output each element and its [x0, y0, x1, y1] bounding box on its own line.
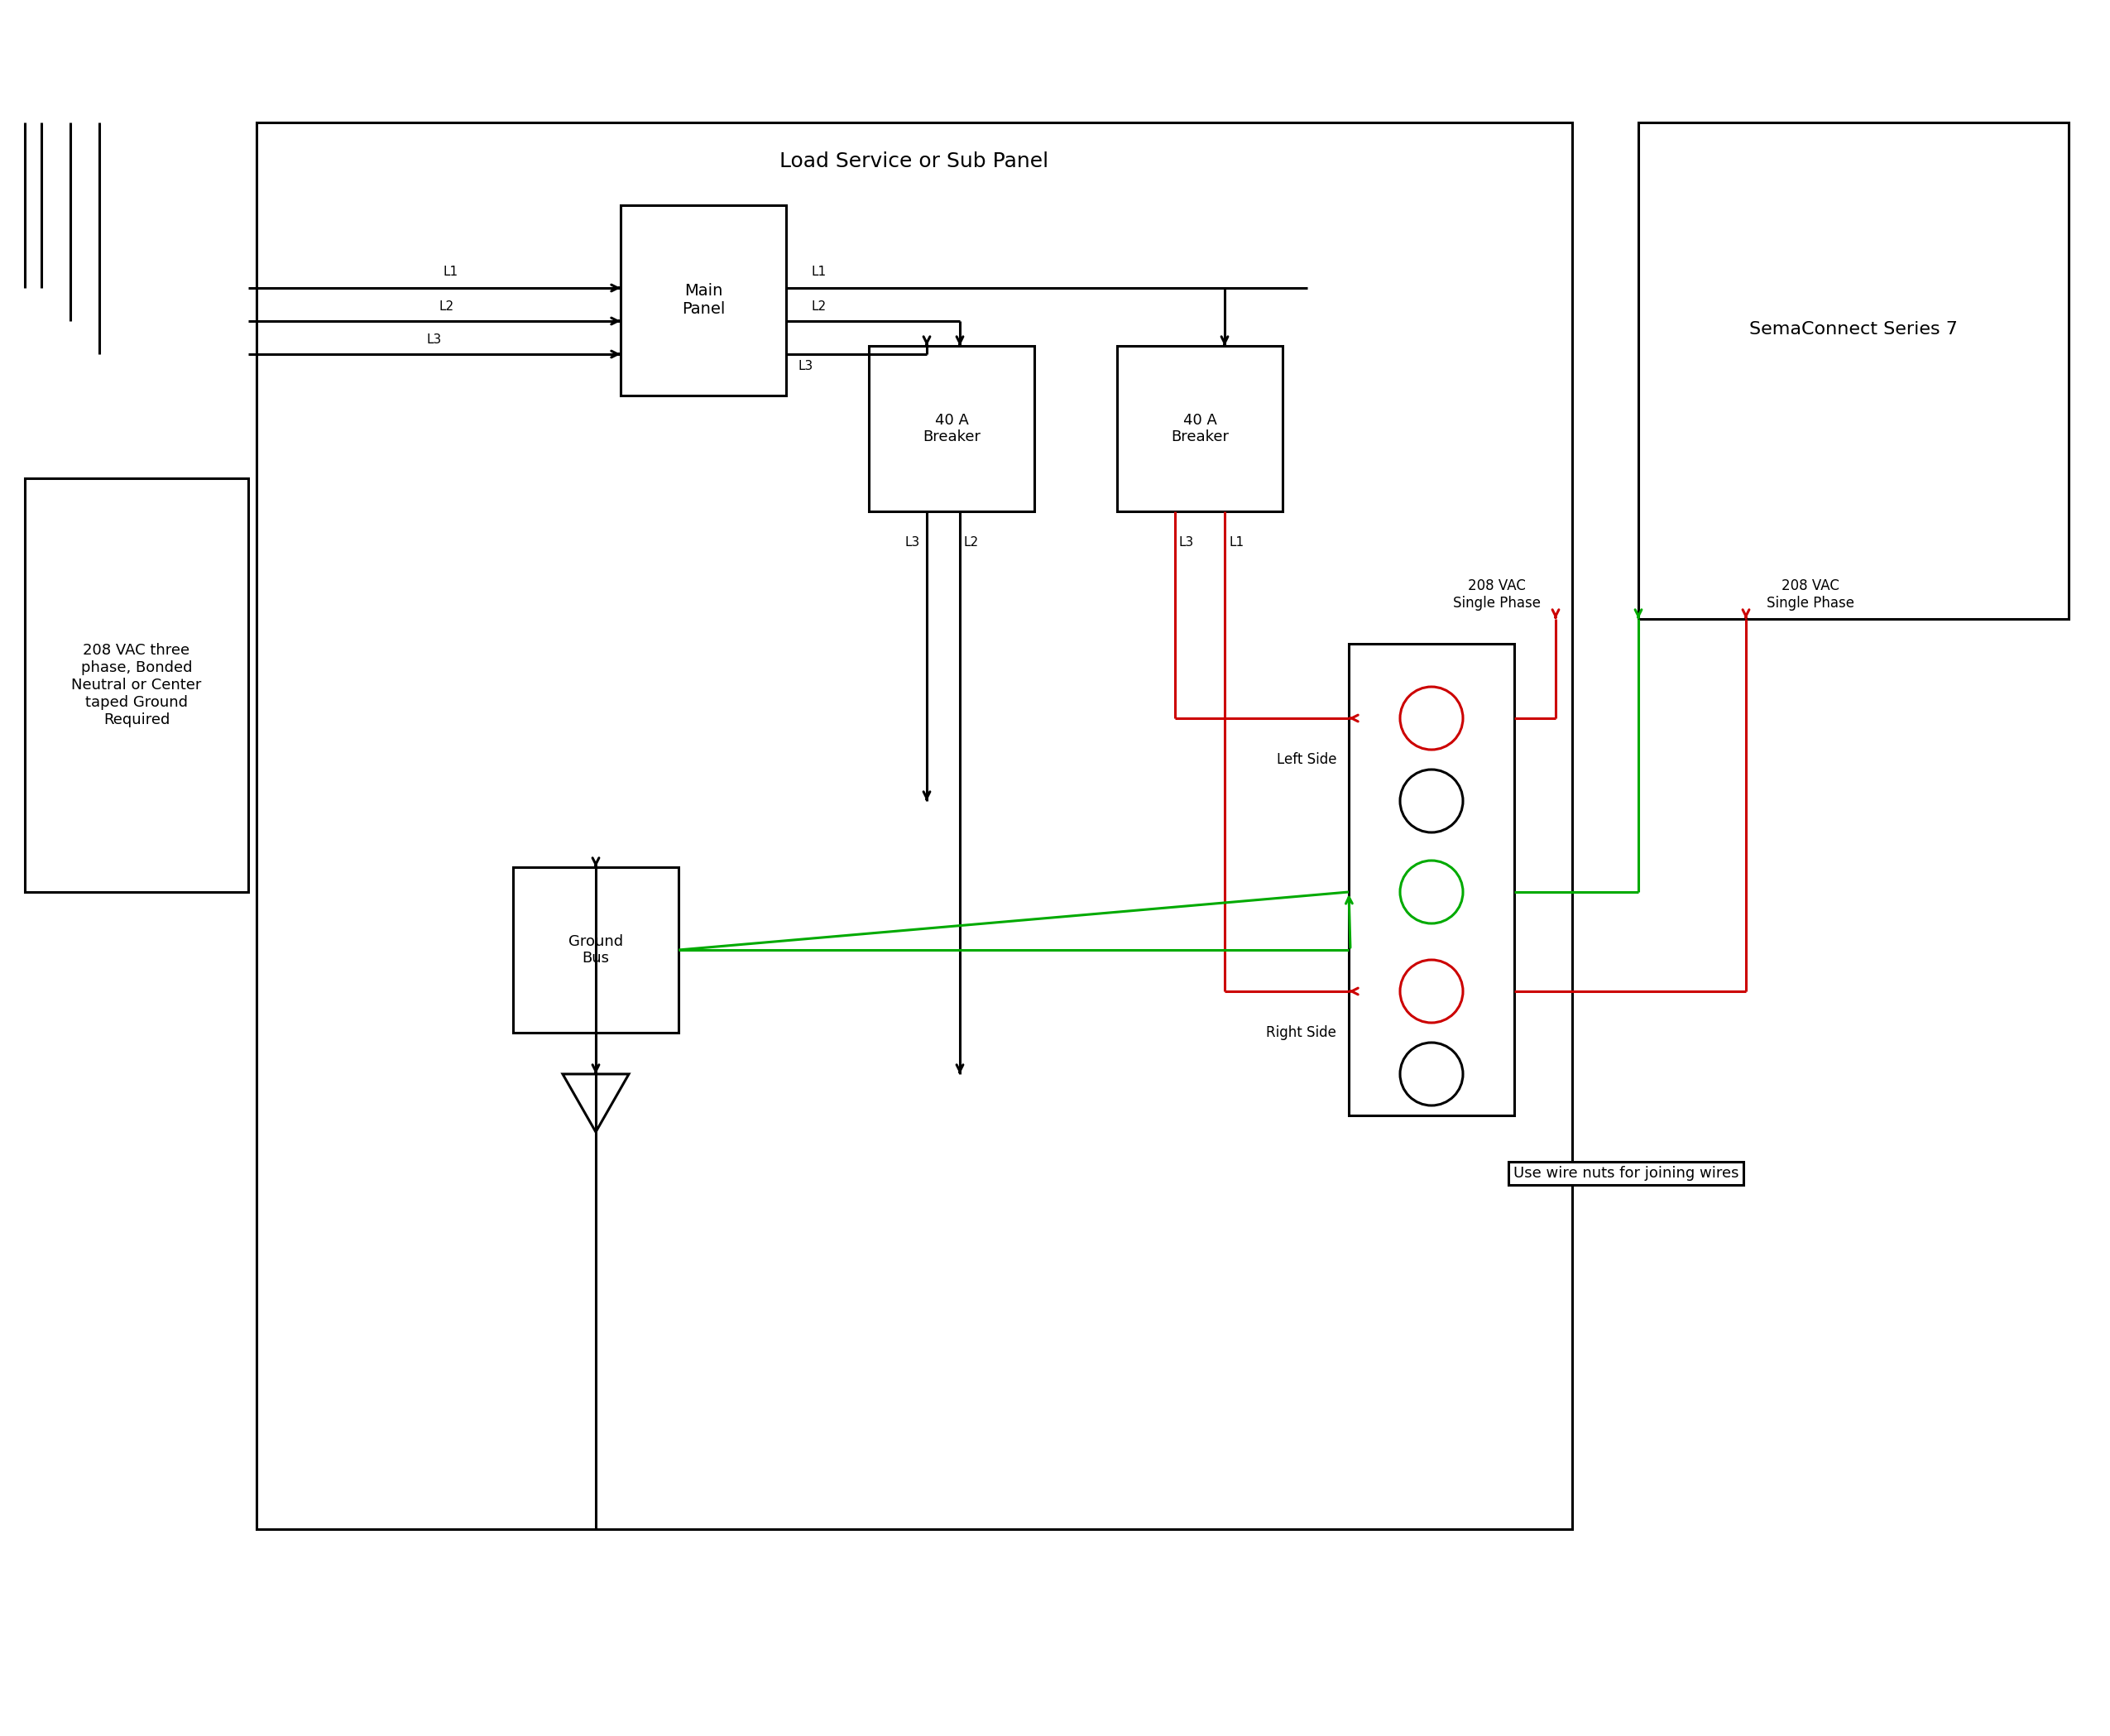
Text: L1: L1	[443, 266, 458, 278]
Circle shape	[1401, 687, 1462, 750]
Text: L2: L2	[810, 300, 825, 312]
Text: Right Side: Right Side	[1266, 1026, 1336, 1040]
Text: Ground
Bus: Ground Bus	[568, 934, 622, 965]
Text: L3: L3	[426, 333, 441, 345]
Text: Main
Panel: Main Panel	[682, 283, 726, 318]
Text: Use wire nuts for joining wires: Use wire nuts for joining wires	[1513, 1167, 1739, 1180]
Text: L2: L2	[964, 536, 979, 549]
Text: 208 VAC
Single Phase: 208 VAC Single Phase	[1766, 578, 1855, 611]
Text: L1: L1	[810, 266, 825, 278]
Text: Load Service or Sub Panel: Load Service or Sub Panel	[781, 151, 1049, 172]
Text: Left Side: Left Side	[1277, 752, 1336, 767]
Text: 40 A
Breaker: 40 A Breaker	[922, 413, 981, 444]
Text: 208 VAC three
phase, Bonded
Neutral or Center
taped Ground
Required: 208 VAC three phase, Bonded Neutral or C…	[72, 644, 203, 727]
Text: SemaConnect Series 7: SemaConnect Series 7	[1749, 321, 1958, 337]
Circle shape	[1401, 861, 1462, 924]
Circle shape	[1401, 960, 1462, 1023]
Text: L2: L2	[439, 300, 454, 312]
Text: L3: L3	[1179, 536, 1194, 549]
Text: L1: L1	[1228, 536, 1243, 549]
Circle shape	[1401, 1043, 1462, 1106]
Circle shape	[1401, 769, 1462, 833]
Text: L3: L3	[798, 359, 814, 372]
Text: 208 VAC
Single Phase: 208 VAC Single Phase	[1454, 578, 1540, 611]
Text: 40 A
Breaker: 40 A Breaker	[1171, 413, 1228, 444]
Text: L3: L3	[905, 536, 920, 549]
